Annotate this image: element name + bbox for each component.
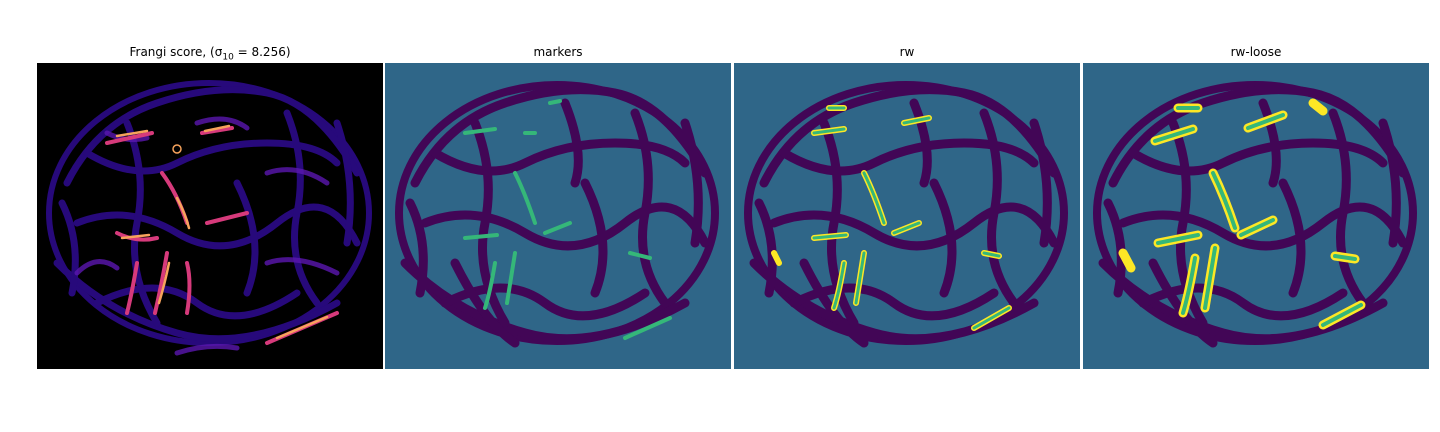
markers-image bbox=[385, 63, 731, 369]
panel-title-frangi: Frangi score, (σ10 = 8.256) bbox=[37, 44, 383, 65]
title-tail: = 8.256) bbox=[233, 45, 291, 59]
rw-svg bbox=[734, 63, 1080, 369]
markers-svg bbox=[385, 63, 731, 369]
rw-loose-image bbox=[1083, 63, 1429, 369]
panel-title-rw: rw bbox=[899, 45, 915, 59]
panel-title-markers: markers bbox=[533, 45, 583, 59]
rw-image bbox=[734, 63, 1080, 369]
title-text: Frangi score, (σ bbox=[129, 45, 223, 59]
title-subscript: 10 bbox=[222, 52, 234, 63]
frangi-image bbox=[37, 63, 383, 369]
frangi-svg bbox=[37, 63, 383, 369]
rw-loose-svg bbox=[1083, 63, 1429, 369]
panel-title-rw-loose: rw-loose bbox=[1230, 45, 1282, 59]
